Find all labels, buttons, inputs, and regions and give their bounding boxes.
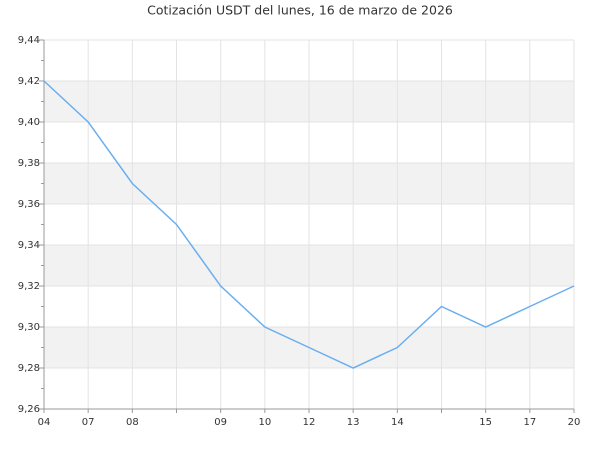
x-tick-label: 04 (38, 417, 51, 428)
chart-title: Cotización USDT del lunes, 16 de marzo d… (147, 3, 453, 18)
y-tick-label: 9,34 (18, 240, 40, 251)
x-tick-label: 13 (347, 417, 360, 428)
y-tick-label: 9,40 (18, 117, 40, 128)
y-tick-label: 9,28 (18, 363, 40, 374)
x-tick-label: 15 (479, 417, 492, 428)
data-line (43, 80, 575, 369)
x-tick-label: 14 (391, 417, 404, 428)
x-tick-label: 09 (214, 417, 227, 428)
y-tick-label: 9,42 (18, 76, 40, 87)
y-tick-label: 9,32 (18, 281, 40, 292)
x-tick-label: 20 (568, 417, 581, 428)
y-tick-label: 9,36 (18, 199, 40, 210)
x-tick-label: 07 (82, 417, 95, 428)
x-tick-label: 08 (126, 417, 139, 428)
y-tick-label: 9,44 (18, 35, 40, 46)
y-tick-label: 9,30 (18, 322, 40, 333)
x-tick-label: 12 (303, 417, 316, 428)
y-tick-label: 9,26 (18, 404, 40, 415)
y-tick-label: 9,38 (18, 158, 40, 169)
x-tick-label: 17 (523, 417, 536, 428)
x-tick-label: 10 (258, 417, 271, 428)
